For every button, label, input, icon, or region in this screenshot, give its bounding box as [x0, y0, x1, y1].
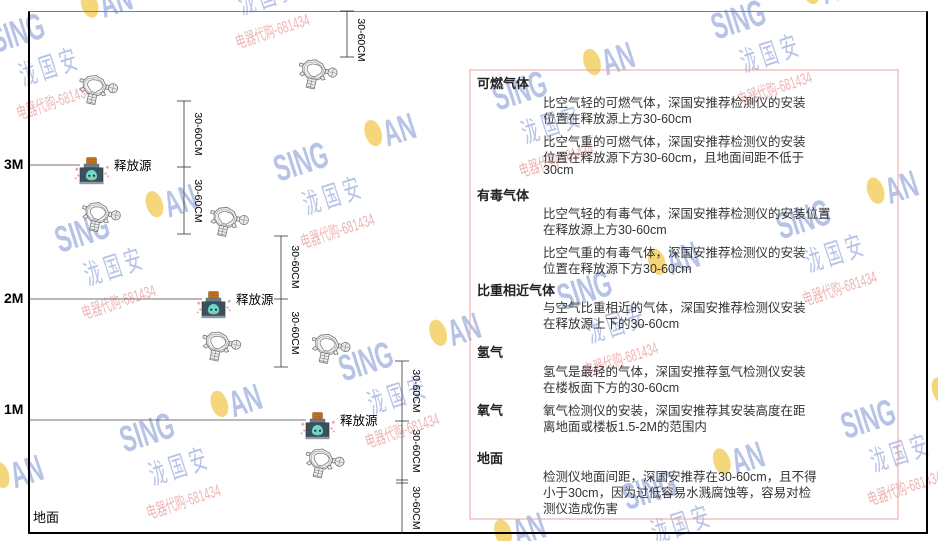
- svg-text:30-60CM: 30-60CM: [289, 245, 301, 288]
- svg-text:释放源: 释放源: [236, 292, 274, 307]
- svg-text:30-60CM: 30-60CM: [192, 179, 204, 222]
- svg-text:2M: 2M: [4, 290, 23, 306]
- svg-text:释放源: 释放源: [114, 158, 152, 173]
- svg-text:30-60CM: 30-60CM: [410, 429, 422, 472]
- svg-text:1M: 1M: [4, 401, 23, 417]
- svg-text:30-60CM: 30-60CM: [192, 112, 204, 155]
- svg-text:3M: 3M: [4, 156, 23, 172]
- svg-text:30-60CM: 30-60CM: [355, 18, 367, 61]
- svg-text:释放源: 释放源: [340, 413, 378, 428]
- svg-text:30-60CM: 30-60CM: [410, 486, 422, 529]
- svg-text:30-60CM: 30-60CM: [289, 311, 301, 354]
- svg-text:30-60CM: 30-60CM: [410, 369, 422, 412]
- svg-text:地面: 地面: [33, 510, 59, 525]
